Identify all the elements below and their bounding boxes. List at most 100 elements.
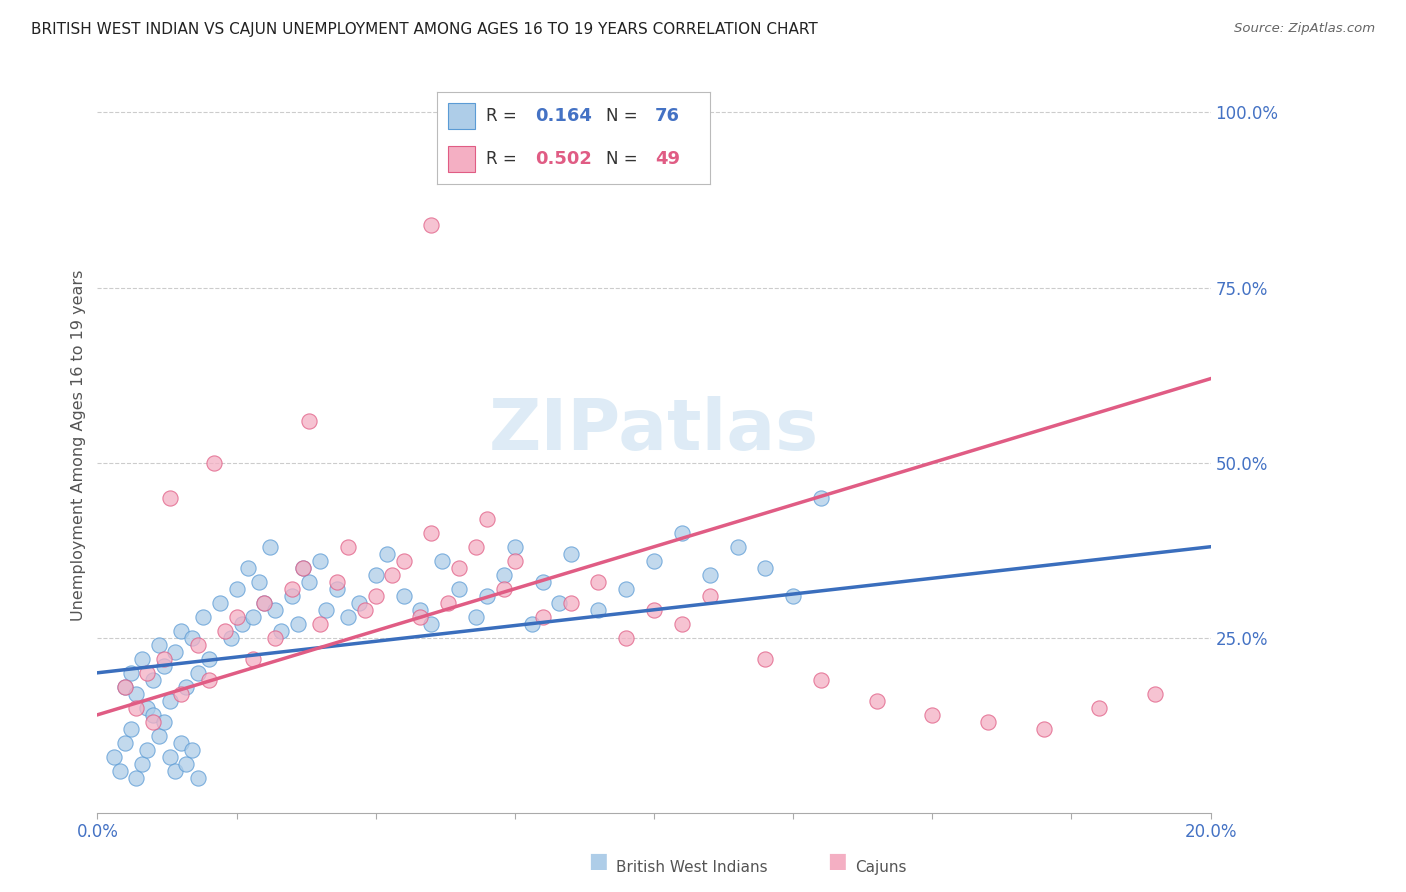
Text: ■: ■ [588, 851, 607, 871]
Point [325, 582, 347, 596]
Point [176, 680, 198, 694]
Point [281, 589, 304, 603]
Point [165, 764, 187, 778]
Point [159, 750, 181, 764]
Point [325, 574, 347, 589]
Point [108, 764, 131, 778]
Point [264, 603, 287, 617]
Point [197, 652, 219, 666]
Point [420, 525, 443, 540]
Point [336, 540, 359, 554]
Point [977, 714, 1000, 729]
Point [449, 582, 471, 596]
Point [242, 652, 264, 666]
Point [464, 540, 486, 554]
Point [170, 624, 193, 638]
Point [364, 567, 387, 582]
Point [392, 554, 415, 568]
Point [281, 582, 304, 596]
Point [136, 701, 159, 715]
Point [202, 456, 225, 470]
Point [671, 616, 693, 631]
Point [754, 652, 776, 666]
Point [1143, 687, 1166, 701]
Point [1088, 701, 1111, 715]
Point [264, 631, 287, 645]
Point [336, 609, 359, 624]
Point [409, 609, 432, 624]
Point [131, 652, 153, 666]
Point [614, 631, 637, 645]
Point [120, 665, 142, 680]
Point [197, 673, 219, 687]
Point [475, 512, 498, 526]
Point [309, 616, 332, 631]
Point [754, 560, 776, 574]
Text: Source: ZipAtlas.com: Source: ZipAtlas.com [1234, 22, 1375, 36]
Point [153, 714, 176, 729]
Point [671, 525, 693, 540]
Point [142, 707, 165, 722]
Point [159, 491, 181, 505]
Point [810, 673, 832, 687]
Point [699, 589, 721, 603]
Point [170, 687, 193, 701]
Point [560, 547, 582, 561]
Point [699, 567, 721, 582]
Point [392, 589, 415, 603]
Point [236, 560, 259, 574]
Text: ■: ■ [827, 851, 846, 871]
Point [136, 665, 159, 680]
Point [503, 540, 526, 554]
Point [520, 616, 543, 631]
Point [159, 694, 181, 708]
Point [125, 771, 148, 785]
Point [253, 596, 276, 610]
Point [181, 631, 204, 645]
Point [142, 714, 165, 729]
Point [187, 638, 209, 652]
Point [420, 616, 443, 631]
Point [409, 603, 432, 617]
Point [114, 736, 136, 750]
Point [247, 574, 270, 589]
Point [153, 658, 176, 673]
Point [643, 603, 665, 617]
Point [125, 701, 148, 715]
Point [114, 680, 136, 694]
Point [292, 560, 315, 574]
Point [375, 547, 398, 561]
Point [866, 694, 889, 708]
Point [292, 560, 315, 574]
Point [136, 743, 159, 757]
Point [381, 567, 404, 582]
Point [120, 722, 142, 736]
Point [170, 736, 193, 750]
Point [810, 491, 832, 505]
Point [353, 603, 375, 617]
Point [131, 756, 153, 771]
Point [614, 582, 637, 596]
Text: BRITISH WEST INDIAN VS CAJUN UNEMPLOYMENT AMONG AGES 16 TO 19 YEARS CORRELATION : BRITISH WEST INDIAN VS CAJUN UNEMPLOYMEN… [31, 22, 818, 37]
Point [531, 574, 554, 589]
Point [153, 652, 176, 666]
Point [464, 609, 486, 624]
Point [270, 624, 292, 638]
Point [921, 707, 943, 722]
Point [242, 609, 264, 624]
Point [298, 574, 321, 589]
Point [531, 609, 554, 624]
Point [560, 596, 582, 610]
Point [187, 771, 209, 785]
Point [347, 596, 370, 610]
Point [309, 554, 332, 568]
Point [187, 665, 209, 680]
Point [588, 603, 610, 617]
Point [208, 596, 231, 610]
Point [782, 589, 804, 603]
Point [225, 582, 247, 596]
Point [114, 680, 136, 694]
Text: Cajuns: Cajuns [855, 860, 907, 874]
Point [503, 554, 526, 568]
Point [588, 574, 610, 589]
